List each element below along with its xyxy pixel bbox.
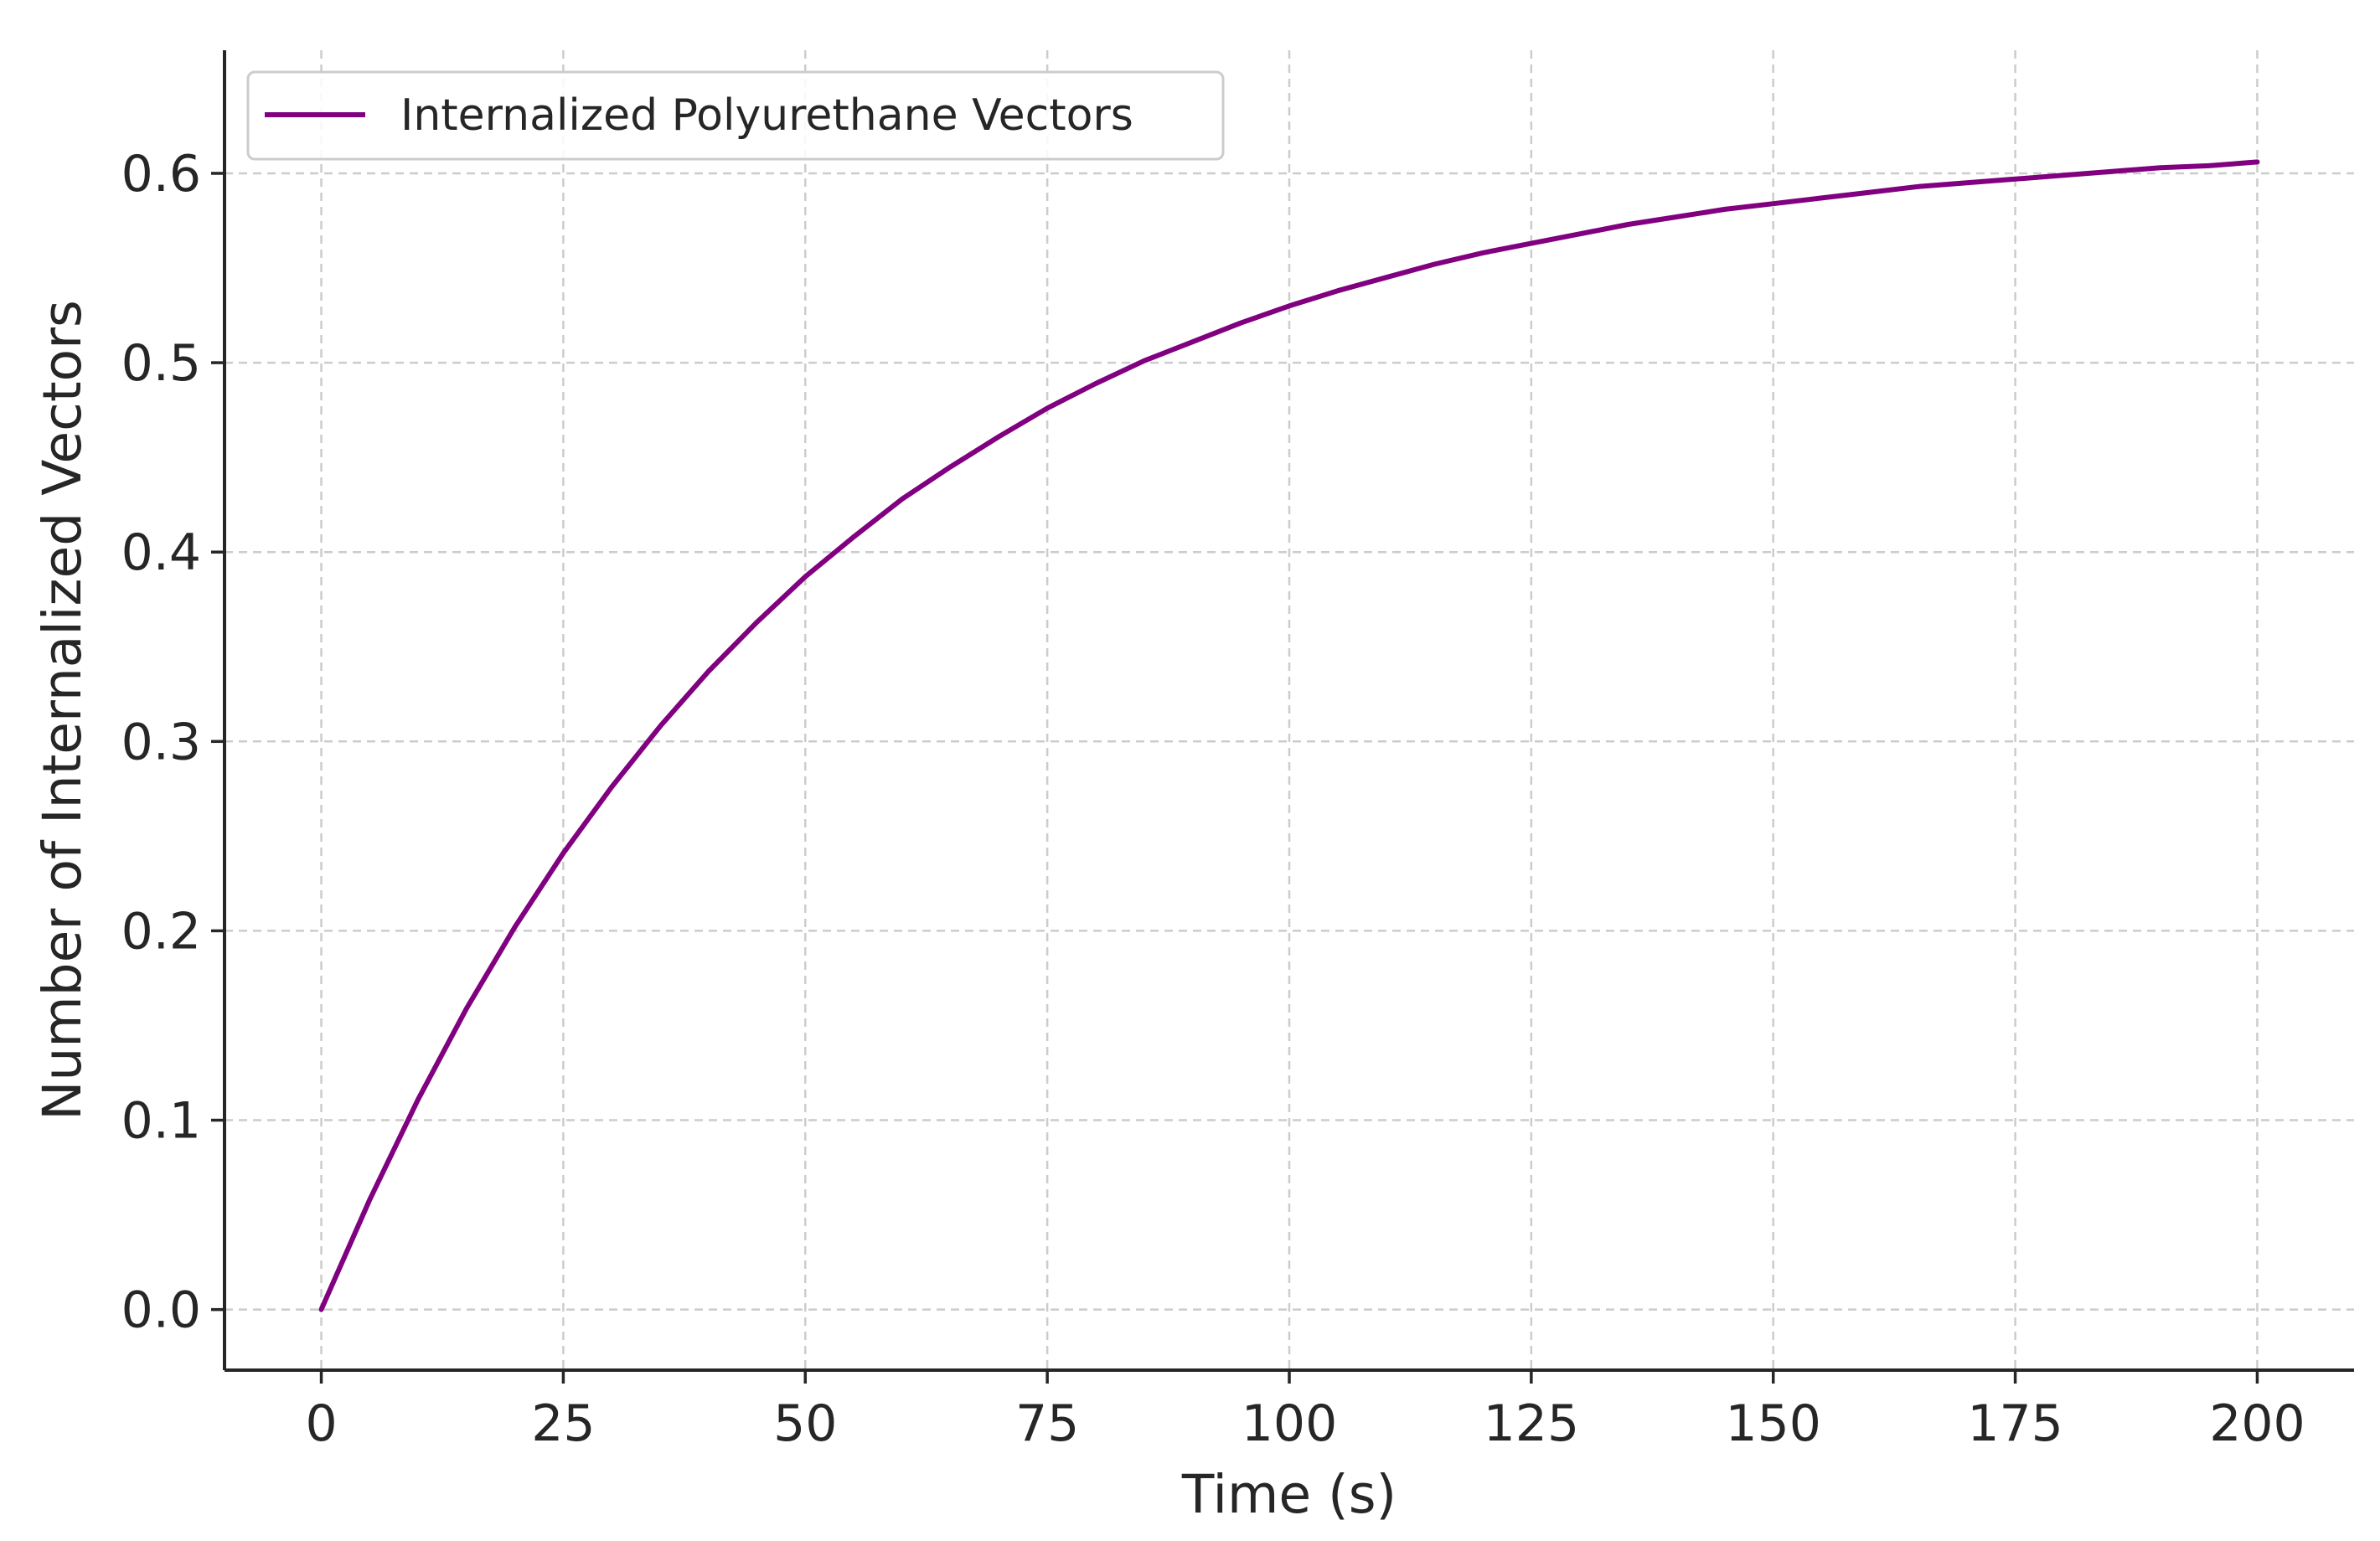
x-axis-label: Time (s) [1181,1464,1397,1525]
y-axis-ticks: 0.0 0.1 0.2 0.3 0.4 0.5 0.6 [121,145,225,1340]
x-tick-label-4: 100 [1242,1394,1338,1453]
y-tick-label-0: 0.0 [121,1281,201,1340]
x-tick-label-0: 0 [305,1394,337,1453]
x-tick-label-1: 25 [531,1394,595,1453]
x-tick-label-6: 150 [1725,1394,1821,1453]
y-tick-label-6: 0.6 [121,145,201,204]
x-tick-label-5: 125 [1484,1394,1580,1453]
x-tick-label-3: 75 [1015,1394,1079,1453]
legend-label: Internalized Polyurethane Vectors [400,90,1133,141]
series-group [318,159,2260,1312]
x-axis-ticks: 0 25 50 75 100 125 150 175 200 [305,1370,2305,1453]
y-tick-label-3: 0.3 [121,713,201,771]
y-axis-label: Number of Internalized Vectors [32,300,93,1121]
y-tick-label-2: 0.2 [121,902,201,961]
y-tick-label-5: 0.5 [121,334,201,393]
y-tick-label-4: 0.4 [121,523,201,582]
x-tick-label-7: 175 [1967,1394,2063,1453]
legend: Internalized Polyurethane Vectors [246,70,1225,161]
y-tick-label-1: 0.1 [121,1092,201,1151]
x-tick-label-2: 50 [773,1394,837,1453]
x-tick-label-8: 200 [2209,1394,2305,1453]
grid-lines [225,50,2354,1370]
series-line-0 [318,159,2260,1312]
legend-box [246,70,1225,161]
